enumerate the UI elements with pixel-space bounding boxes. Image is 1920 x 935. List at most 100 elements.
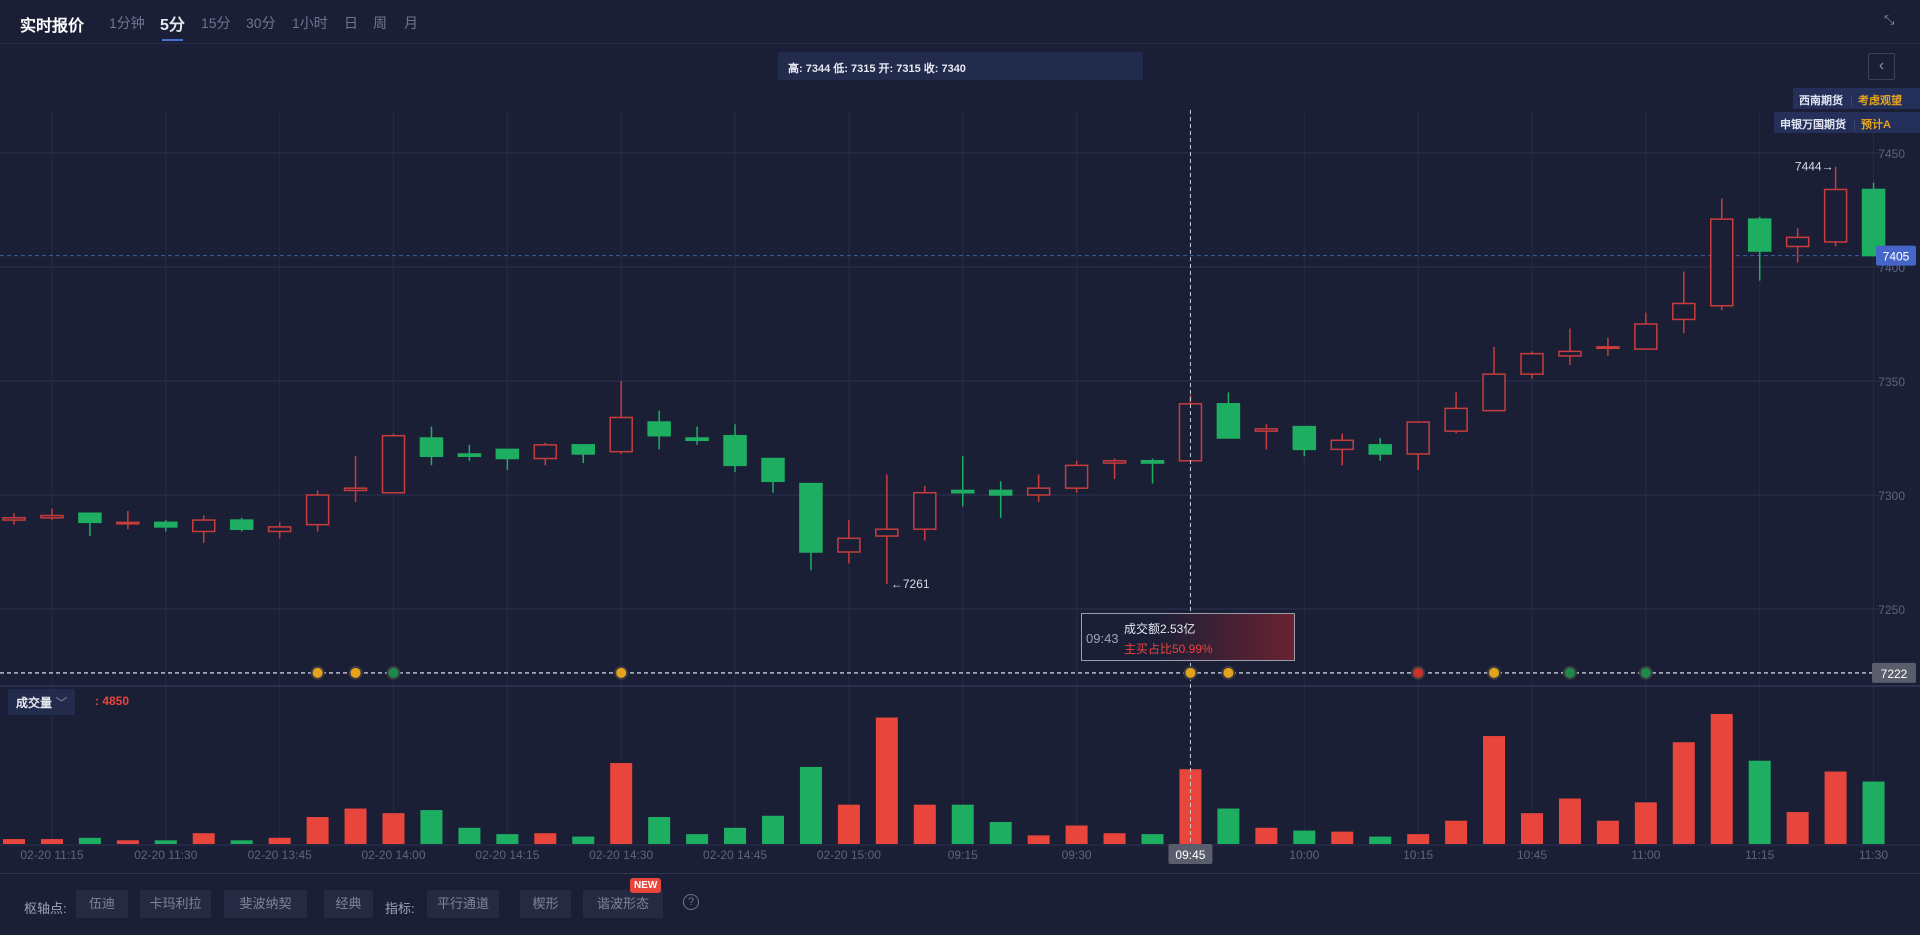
volume-bar [1103, 833, 1126, 844]
volume-bar [458, 827, 481, 844]
y-tick-label: 7300 [1878, 489, 1905, 503]
volume-bar [1483, 736, 1506, 844]
page-title: 实时报价 [20, 18, 85, 35]
volume-indicator-select[interactable]: 成交量 ﹀ [8, 689, 76, 715]
event-marker-icon [1487, 665, 1502, 680]
volume-bar [762, 815, 784, 844]
candle-up [1785, 236, 1810, 248]
wedge-button[interactable]: 楔形 [520, 890, 571, 918]
candle-up [533, 444, 558, 460]
tab-30min[interactable]: 30分 [246, 15, 276, 31]
low-price-tag [1872, 662, 1916, 683]
x-tick-label: 02-20 14:30 [589, 848, 653, 862]
tab-day[interactable]: 日 [344, 15, 358, 31]
parallel-channel-button[interactable]: 平行通道 [427, 890, 499, 918]
x-tick-label: 02-20 14:45 [703, 848, 767, 862]
top-bar: 实时报价 1分钟 5分 15分 30分 1小时 日 周 月 ⤡ [0, 0, 1920, 44]
candle-up [305, 494, 330, 526]
harmonic-pattern-button[interactable]: 谐波形态 [583, 890, 663, 918]
candle-up [1558, 350, 1582, 357]
volume-bar [192, 833, 215, 844]
tooltip-amount: 成交额2.53亿 [1124, 622, 1196, 636]
y-tick-label: 7350 [1878, 375, 1905, 389]
event-marker-icon [386, 665, 401, 680]
broker-name: 申银万国期货 [1780, 119, 1846, 131]
low-price-label: 7222 [1881, 667, 1908, 681]
x-tick-label: 11:00 [1631, 848, 1660, 862]
x-tick-label: 11:15 [1745, 848, 1774, 862]
volume-bar [1293, 830, 1316, 844]
candle-up [343, 487, 368, 492]
x-tick-label: 10:15 [1403, 848, 1433, 862]
candle-down [495, 448, 520, 460]
volume-bar [78, 837, 101, 844]
tab-month[interactable]: 月 [404, 15, 418, 31]
volume-bar [1672, 742, 1695, 844]
candle-down [1292, 425, 1317, 451]
event-marker-icon [614, 665, 629, 680]
tab-week[interactable]: 周 [373, 15, 387, 31]
pivot-camarilla-button[interactable]: 卡玛利拉 [140, 890, 211, 918]
candle-down [419, 437, 444, 457]
volume-bar [1369, 836, 1392, 844]
candle-up [1710, 218, 1734, 307]
candle-up [875, 528, 899, 537]
pivot-woodie-button[interactable]: 伍迪 [76, 890, 128, 918]
candle-down [799, 482, 823, 553]
x-tick-label: 02-20 14:15 [475, 848, 539, 862]
indicator-label: 指标: [385, 901, 415, 916]
volume-bar [1710, 714, 1733, 844]
crosshair-tooltip: 09:43 成交额2.53亿 主买占比50.99% [1081, 613, 1295, 661]
pivot-classic-button[interactable]: 经典 [324, 890, 373, 918]
volume-bar [496, 834, 519, 844]
volume-bar [3, 839, 25, 844]
volume-bar [1521, 813, 1543, 844]
volume-bar [1255, 827, 1278, 844]
candle-up [1444, 407, 1468, 432]
volume-bar [1558, 798, 1581, 844]
broker-advice-2[interactable]: 申银万国期货 预计A [1774, 112, 1920, 133]
event-marker-icon [1183, 665, 1198, 680]
volume-bar [344, 808, 367, 844]
candle-down [723, 434, 747, 467]
candle-down [951, 489, 975, 494]
volume-value: : 4850 [95, 694, 130, 708]
volume-bar [875, 717, 898, 844]
pivot-fibonacci-button[interactable]: 斐波纳契 [224, 890, 307, 918]
tab-5min[interactable]: 5分 [160, 11, 185, 41]
event-marker-icon [348, 665, 363, 680]
broker-advice-1[interactable]: 西南期货 考虑观望 [1793, 88, 1920, 109]
volume-bar [1748, 760, 1771, 844]
candle-down [1747, 218, 1772, 252]
volume-bar [1217, 808, 1240, 844]
y-tick-label: 7250 [1878, 603, 1905, 617]
event-marker-icon [310, 665, 325, 680]
candle-up [837, 537, 861, 553]
tab-1hour[interactable]: 1小时 [292, 15, 328, 31]
tab-1min[interactable]: 1分钟 [109, 15, 145, 31]
question-circle-icon[interactable]: ? [683, 894, 699, 910]
broker-advice: 考虑观望 [1851, 95, 1902, 107]
volume-bar [40, 839, 63, 844]
volume-bar [686, 834, 709, 844]
x-tick-label: 10:00 [1289, 848, 1319, 862]
candle-down [229, 519, 254, 530]
candle-down [78, 512, 102, 524]
volume-bar [648, 817, 671, 844]
tooltip-buy-ratio: 主买占比50.99% [1124, 642, 1213, 656]
candle-up [913, 491, 937, 530]
bottom-toolbar: 枢轴点: 伍迪 卡玛利拉 斐波纳契 经典 指标: 平行通道 楔形 谐波形态 NE… [0, 873, 1920, 935]
x-tick-label: 09:30 [1062, 848, 1092, 862]
event-marker-icon [1221, 665, 1236, 680]
minimize-arrows-icon[interactable]: ⤡ [1884, 12, 1895, 27]
volume-bar [1596, 820, 1619, 844]
new-badge: NEW [630, 878, 662, 893]
volume-bar [420, 810, 443, 844]
volume-bar [1141, 834, 1164, 844]
chevron-left-icon[interactable]: ‹ [1868, 53, 1895, 80]
volume-bar [724, 827, 747, 844]
volume-bar [610, 763, 633, 844]
pivot-label: 枢轴点: [24, 901, 67, 916]
tab-15min[interactable]: 15分 [201, 15, 231, 31]
